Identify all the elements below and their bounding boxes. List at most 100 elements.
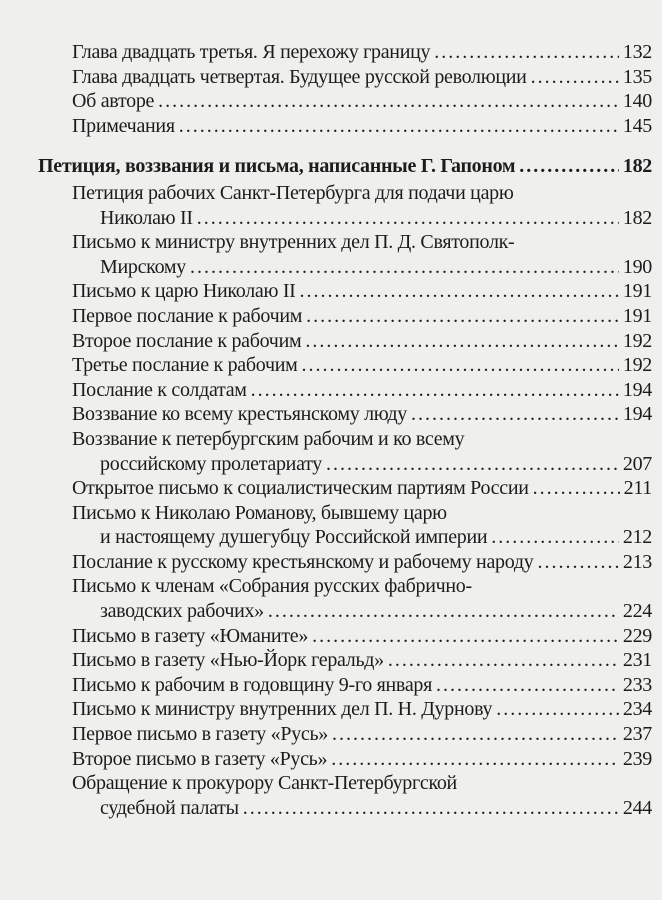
toc-entry-line: Письмо к министру внутренних дел П. Н. Д… bbox=[72, 697, 652, 722]
toc-entry-title: Письмо к Николаю Романову, бывшему царю bbox=[72, 501, 447, 524]
toc-entry-title: Письмо к царю Николаю II bbox=[72, 280, 296, 303]
toc-entry-title: Петиция, воззвания и письма, написанные … bbox=[38, 155, 516, 178]
toc-entry: Обращение к прокурору Санкт-Петербургско… bbox=[0, 771, 662, 820]
toc-entry-line: Мирскому 190 bbox=[72, 255, 652, 280]
dot-leader bbox=[332, 722, 619, 747]
toc-entry: Глава двадцать четвертая. Будущее русско… bbox=[0, 65, 662, 90]
toc-page-number: 192 bbox=[622, 354, 652, 377]
toc-entry-title: заводских рабочих» bbox=[100, 600, 264, 623]
dot-leader bbox=[301, 353, 618, 378]
dot-leader bbox=[434, 40, 619, 65]
table-of-contents: Глава двадцать третья. Я перехожу границ… bbox=[0, 40, 662, 820]
toc-section-heading: Петиция, воззвания и письма, написанные … bbox=[0, 154, 662, 179]
toc-entry: Глава двадцать третья. Я перехожу границ… bbox=[0, 40, 662, 65]
dot-leader bbox=[179, 114, 619, 139]
toc-entry-line: заводских рабочих» 224 bbox=[72, 599, 652, 624]
toc-entry: Второе письмо в газету «Русь» 239 bbox=[0, 747, 662, 772]
toc-entry-line: Второе письмо в газету «Русь» 239 bbox=[72, 747, 652, 772]
toc-entry-line: Первое письмо в газету «Русь» 237 bbox=[72, 722, 652, 747]
toc-entry-title: Примечания bbox=[72, 114, 175, 137]
toc-entry: Первое послание к рабочим 191 bbox=[0, 304, 662, 329]
toc-entry-title: российскому пролетариату bbox=[100, 452, 323, 475]
toc-entry-line: Петиция, воззвания и письма, написанные … bbox=[38, 154, 652, 179]
toc-entry-title: и настоящему душегубцу Российской импери… bbox=[100, 526, 488, 549]
toc-page-number: 224 bbox=[622, 600, 652, 623]
toc-entry-title: Глава двадцать четвертая. Будущее русско… bbox=[72, 65, 527, 88]
dot-leader bbox=[197, 206, 619, 231]
toc-entry-line: Письмо к министру внутренних дел П. Д. С… bbox=[72, 230, 652, 255]
toc-page-number: 229 bbox=[622, 624, 652, 647]
toc-entry-title: Письмо к министру внутренних дел П. Н. Д… bbox=[72, 698, 493, 721]
toc-entry-line: Второе послание к рабочим 192 bbox=[72, 329, 652, 354]
toc-entry-line: Письмо к членам «Собрания русских фабрич… bbox=[72, 574, 652, 599]
toc-page-number: 182 bbox=[622, 206, 652, 229]
dot-leader bbox=[411, 402, 619, 427]
toc-page-number: 132 bbox=[622, 41, 652, 63]
toc-entry-line: Глава двадцать четвертая. Будущее русско… bbox=[72, 65, 652, 90]
toc-entry-title: Послание к русскому крестьянскому и рабо… bbox=[72, 550, 534, 573]
toc-entry-line: судебной палаты 244 bbox=[72, 796, 652, 821]
toc-page-number: 213 bbox=[622, 550, 652, 573]
toc-entry-title: Глава двадцать третья. Я перехожу границ… bbox=[72, 41, 431, 63]
toc-entry: Второе послание к рабочим 192 bbox=[0, 329, 662, 354]
toc-page-number: 211 bbox=[623, 477, 653, 500]
toc-page-number: 194 bbox=[622, 403, 652, 426]
toc-entry-line: Послание к русскому крестьянскому и рабо… bbox=[72, 550, 652, 575]
toc-entry: Письмо к членам «Собрания русских фабрич… bbox=[0, 574, 662, 623]
toc-entry-line: Письмо к рабочим в годовщину 9-го января… bbox=[72, 673, 652, 698]
toc-entry-title: Мирскому bbox=[100, 255, 186, 278]
dot-leader bbox=[190, 255, 619, 280]
toc-entry: Письмо в газету «Нью-Йорк геральд» 231 bbox=[0, 648, 662, 673]
dot-leader bbox=[251, 378, 619, 403]
toc-entry-title: Воззвание ко всему крестьянскому люду bbox=[72, 403, 407, 426]
toc-page-number: 182 bbox=[622, 155, 652, 178]
toc-entry: Письмо к министру внутренних дел П. Д. С… bbox=[0, 230, 662, 279]
toc-entry-title: Воззвание к петербургским рабочим и ко в… bbox=[72, 427, 465, 450]
toc-entry: Письмо к рабочим в годовщину 9-го января… bbox=[0, 673, 662, 698]
toc-page-number: 135 bbox=[622, 65, 652, 88]
toc-page-number: 231 bbox=[622, 649, 652, 672]
dot-leader bbox=[519, 154, 619, 179]
toc-page-number: 140 bbox=[622, 90, 652, 113]
toc-entry-title: Письмо в газету «Нью-Йорк геральд» bbox=[72, 649, 384, 672]
toc-entry-line: Воззвание ко всему крестьянскому люду 194 bbox=[72, 402, 652, 427]
dot-leader bbox=[496, 697, 619, 722]
toc-page-number: 194 bbox=[622, 378, 652, 401]
toc-entry: Письмо в газету «Юманите» 229 bbox=[0, 624, 662, 649]
toc-page-number: 237 bbox=[622, 723, 652, 746]
toc-entry: Примечания 145 bbox=[0, 114, 662, 139]
toc-entry-line: Об авторе 140 bbox=[72, 89, 652, 114]
toc-entry: Послание к солдатам 194 bbox=[0, 378, 662, 403]
dot-leader bbox=[243, 796, 619, 821]
toc-entry-line: Послание к солдатам 194 bbox=[72, 378, 652, 403]
toc-entry-title: Открытое письмо к социалистическим парти… bbox=[72, 477, 529, 500]
toc-entry-title: Письмо к рабочим в годовщину 9-го января bbox=[72, 673, 432, 696]
toc-entry: Первое письмо в газету «Русь» 237 bbox=[0, 722, 662, 747]
toc-entry-title: Петиция рабочих Санкт-Петербурга для под… bbox=[72, 181, 514, 204]
toc-entry-title: Письмо к министру внутренних дел П. Д. С… bbox=[72, 231, 515, 254]
toc-entry: Послание к русскому крестьянскому и рабо… bbox=[0, 550, 662, 575]
toc-entry-line: Первое послание к рабочим 191 bbox=[72, 304, 652, 329]
toc-page-number: 212 bbox=[622, 526, 652, 549]
toc-entry: Воззвание ко всему крестьянскому люду 194 bbox=[0, 402, 662, 427]
toc-entry-title: Письмо к членам «Собрания русских фабрич… bbox=[72, 575, 472, 598]
toc-page-number: 192 bbox=[622, 329, 652, 352]
dot-leader bbox=[533, 476, 620, 501]
toc-page-number: 239 bbox=[622, 747, 652, 770]
toc-entry-title: Письмо в газету «Юманите» bbox=[72, 624, 309, 647]
toc-entry-line: Письмо в газету «Юманите» 229 bbox=[72, 624, 652, 649]
dot-leader bbox=[331, 747, 619, 772]
toc-entry-title: Об авторе bbox=[72, 90, 155, 113]
dot-leader bbox=[388, 648, 619, 673]
toc-page-number: 234 bbox=[622, 698, 652, 721]
dot-leader bbox=[300, 279, 619, 304]
toc-entry-line: Петиция рабочих Санкт-Петербурга для под… bbox=[72, 181, 652, 206]
dot-leader bbox=[537, 550, 618, 575]
toc-entry: Письмо к министру внутренних дел П. Н. Д… bbox=[0, 697, 662, 722]
toc-page-number: 145 bbox=[622, 114, 652, 137]
toc-entry-line: Примечания 145 bbox=[72, 114, 652, 139]
dot-leader bbox=[531, 65, 619, 90]
toc-entry-line: Письмо к Николаю Романову, бывшему царю bbox=[72, 501, 652, 526]
toc-entry-line: и настоящему душегубцу Российской импери… bbox=[72, 525, 652, 550]
toc-page-number: 191 bbox=[622, 304, 652, 327]
